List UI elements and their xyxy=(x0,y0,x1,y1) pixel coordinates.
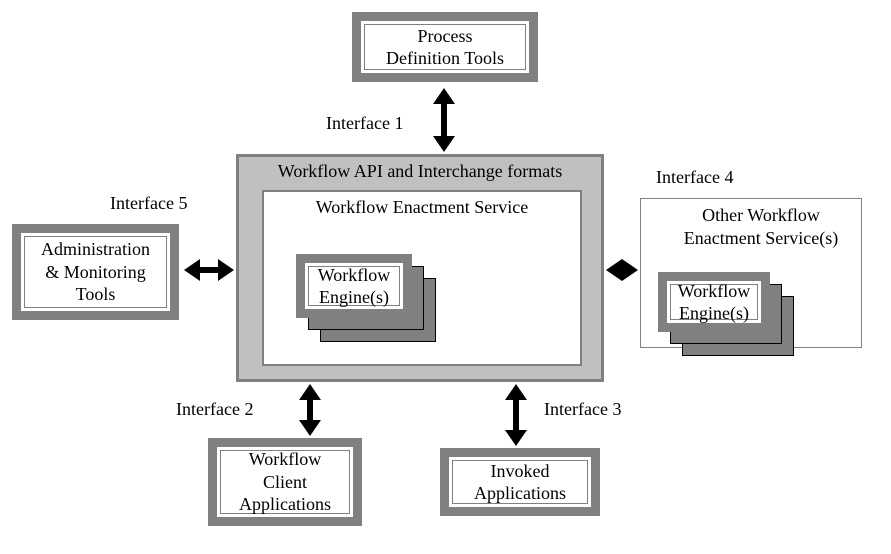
arrow-interface-2 xyxy=(299,384,321,436)
admin-monitoring-label: Administration& MonitoringTools xyxy=(41,238,150,306)
core-engine-label: WorkflowEngine(s) xyxy=(318,264,391,309)
interface-label-5: Interface 5 xyxy=(110,192,187,215)
workflow-client-apps-label: WorkflowClientApplications xyxy=(239,448,331,516)
invoked-apps-box: InvokedApplications xyxy=(440,448,600,516)
arrow-interface-4 xyxy=(606,259,638,281)
invoked-apps-label: InvokedApplications xyxy=(474,460,566,505)
other-engine-label: WorkflowEngine(s) xyxy=(678,280,751,325)
api-label: Workflow API and Interchange formats xyxy=(246,160,594,183)
enactment-service-title: Workflow Enactment Service xyxy=(262,196,582,219)
process-definition-label: ProcessDefinition Tools xyxy=(386,25,504,70)
arrow-interface-1 xyxy=(433,88,455,152)
other-engine-box: WorkflowEngine(s) xyxy=(658,272,770,332)
interface-label-3: Interface 3 xyxy=(544,398,621,421)
arrow-interface-5 xyxy=(184,259,234,281)
interface-label-2: Interface 2 xyxy=(176,398,253,421)
process-definition-box: ProcessDefinition Tools xyxy=(352,12,538,82)
interface-label-1: Interface 1 xyxy=(326,112,403,135)
arrow-interface-3 xyxy=(505,384,527,446)
core-engine-box: WorkflowEngine(s) xyxy=(296,254,412,318)
interface-label-4: Interface 4 xyxy=(656,166,733,189)
workflow-client-apps-box: WorkflowClientApplications xyxy=(208,438,362,526)
other-enactment-title: Other WorkflowEnactment Service(s) xyxy=(648,204,862,249)
admin-monitoring-box: Administration& MonitoringTools xyxy=(12,224,179,320)
